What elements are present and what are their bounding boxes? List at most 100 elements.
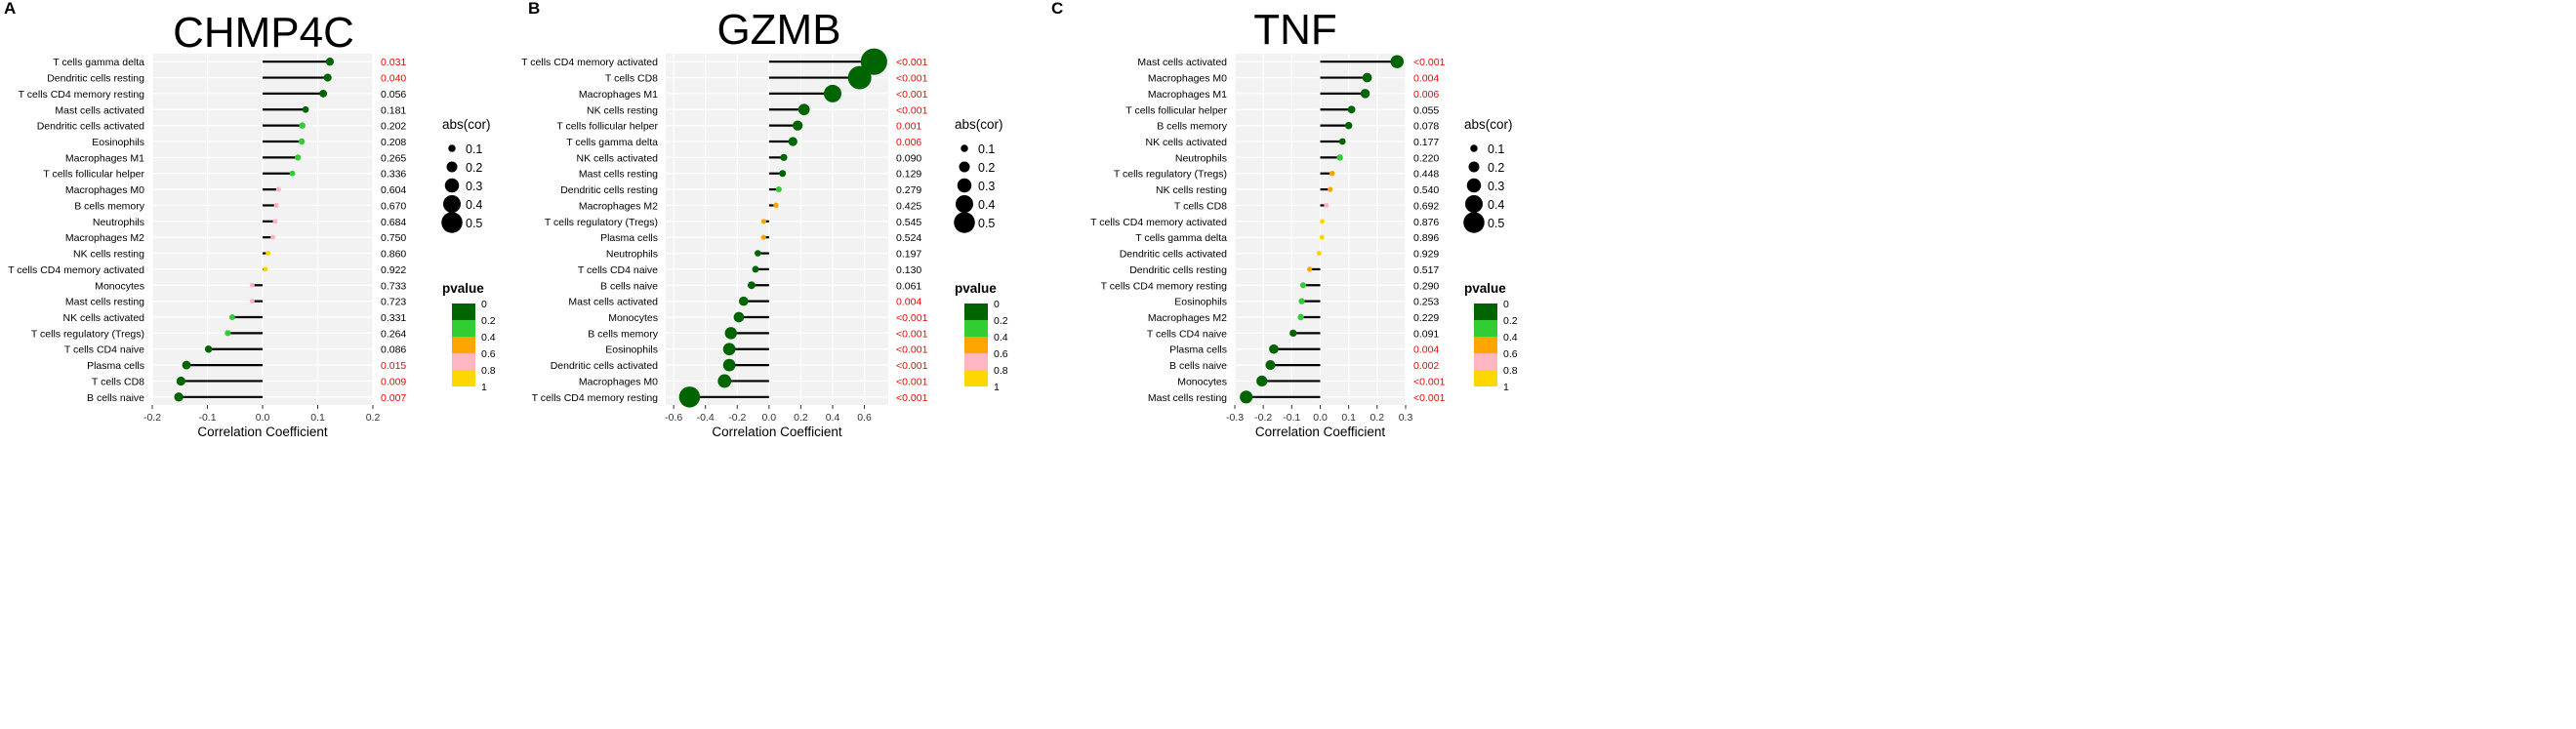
lollipop-point: [270, 234, 276, 240]
pvalue-text: 0.448: [1413, 169, 1439, 181]
row-label: Eosinophils: [92, 137, 144, 148]
row-label: T cells CD4 memory resting: [532, 392, 658, 404]
size-legend-label: 0.3: [1488, 180, 1504, 193]
pvalue-text: <0.001: [896, 328, 928, 340]
row-label: NK cells resting: [73, 249, 144, 261]
row-label: Macrophages M1: [65, 152, 144, 164]
size-legend-dot: [954, 212, 975, 233]
row-label: Dendritic cells activated: [1120, 249, 1227, 261]
panel-label: B: [528, 0, 540, 18]
pvalue-text: 0.031: [381, 57, 406, 68]
size-legend-title: abs(cor): [955, 117, 1003, 132]
row-label: T cells CD4 memory resting: [1101, 280, 1227, 292]
x-axis-label: Correlation Coefficient: [712, 425, 842, 439]
row-label: T cells CD4 memory activated: [8, 264, 144, 276]
pvalue-text: 0.331: [381, 312, 406, 324]
size-legend-dot: [444, 178, 460, 193]
x-tick-label: 0.0: [256, 412, 270, 424]
pvalue-text: 0.086: [381, 344, 406, 356]
lollipop-point: [1297, 313, 1304, 321]
pvalue-legend-label: 0.2: [1503, 315, 1518, 327]
lollipop-point: [860, 48, 887, 75]
panel-label: A: [4, 0, 16, 18]
row-label: T cells CD4 memory resting: [19, 89, 144, 101]
row-label: NK cells activated: [63, 312, 145, 324]
pvalue-text: 0.006: [1413, 89, 1439, 101]
lollipop-point: [1269, 344, 1279, 354]
size-legend-label: 0.2: [466, 161, 482, 175]
pvalue-text: 0.040: [381, 73, 406, 85]
lollipop-point: [1390, 55, 1404, 68]
pvalue-text: 0.733: [381, 280, 406, 292]
row-label: B cells memory: [74, 200, 145, 212]
pvalue-text: 0.524: [896, 232, 921, 244]
lollipop-point: [793, 120, 803, 131]
lollipop-point: [1360, 89, 1370, 99]
size-legend-title: abs(cor): [442, 117, 491, 132]
pvalue-text: 0.922: [381, 264, 406, 276]
lollipop-point: [319, 89, 328, 98]
size-legend-dot: [446, 161, 458, 173]
x-tick-label: 0.6: [857, 412, 872, 424]
x-tick-label: -0.2: [728, 412, 746, 424]
pvalue-legend-label: 0.6: [1503, 348, 1518, 360]
pvalue-text: 0.750: [381, 232, 406, 244]
row-label: T cells gamma delta: [566, 137, 658, 148]
pvalue-text: 0.177: [1413, 137, 1439, 148]
size-legend-dot: [448, 144, 456, 152]
row-label: T cells CD4 naive: [64, 344, 144, 356]
size-legend-label: 0.4: [466, 198, 482, 212]
pvalue-text: 0.336: [381, 169, 406, 181]
x-tick-label: 0.4: [826, 412, 840, 424]
pvalue-legend-swatch: [964, 337, 988, 353]
lollipop-point: [752, 265, 759, 273]
lollipop-point: [780, 153, 788, 161]
pvalue-text: 0.006: [896, 137, 921, 148]
pvalue-text: 0.229: [1413, 312, 1439, 324]
pvalue-text: 0.604: [381, 184, 406, 196]
row-label: B cells naive: [600, 280, 658, 292]
pvalue-text: 0.670: [381, 200, 406, 212]
lollipop-point: [275, 186, 281, 192]
size-legend-label: 0.4: [1488, 198, 1504, 212]
lollipop-point: [748, 281, 756, 290]
row-label: NK cells resting: [1156, 184, 1227, 196]
pvalue-text: 0.130: [896, 264, 921, 276]
lollipop-point: [302, 105, 309, 113]
lollipop-point: [249, 299, 255, 304]
panel-title: CHMP4C: [173, 9, 354, 57]
x-axis-label: Correlation Coefficient: [1255, 425, 1386, 439]
row-label: Monocytes: [608, 312, 658, 324]
x-tick-label: -0.3: [1226, 412, 1244, 424]
size-legend-dot: [1463, 212, 1485, 233]
x-tick-label: -0.1: [1283, 412, 1300, 424]
size-legend-dot: [1470, 144, 1478, 152]
pvalue-text: 0.929: [1413, 249, 1439, 261]
pvalue-legend-label: 0.8: [994, 365, 1008, 377]
lollipop-point: [1240, 390, 1253, 404]
pvalue-legend-label: 0: [481, 299, 487, 310]
pvalue-text: 0.055: [1413, 104, 1439, 116]
pvalue-legend-swatch: [452, 337, 475, 353]
row-label: T cells CD4 naive: [578, 264, 658, 276]
x-tick-label: 0.0: [762, 412, 777, 424]
row-label: T cells regulatory (Tregs): [1114, 169, 1227, 181]
row-label: B cells naive: [1169, 360, 1227, 372]
lollipop-point: [1338, 138, 1346, 145]
pvalue-legend-swatch: [1474, 337, 1497, 353]
lollipop-point: [797, 103, 810, 116]
row-label: T cells CD4 memory activated: [1090, 217, 1227, 228]
row-label: T cells follicular helper: [556, 121, 658, 133]
pvalue-text: 0.692: [1413, 200, 1439, 212]
row-label: Macrophages M1: [579, 89, 658, 101]
pvalue-text: 0.723: [381, 297, 406, 308]
size-legend-dot: [959, 161, 970, 173]
size-legend-dot: [1468, 161, 1480, 173]
lollipop-point: [755, 250, 761, 257]
pvalue-legend-swatch: [1474, 304, 1497, 320]
pvalue-legend-label: 0.4: [481, 332, 496, 344]
pvalue-legend-title: pvalue: [1464, 281, 1506, 296]
pvalue-text: 0.208: [381, 137, 406, 148]
pvalue-legend-swatch: [964, 353, 988, 370]
row-label: Monocytes: [1177, 376, 1227, 387]
